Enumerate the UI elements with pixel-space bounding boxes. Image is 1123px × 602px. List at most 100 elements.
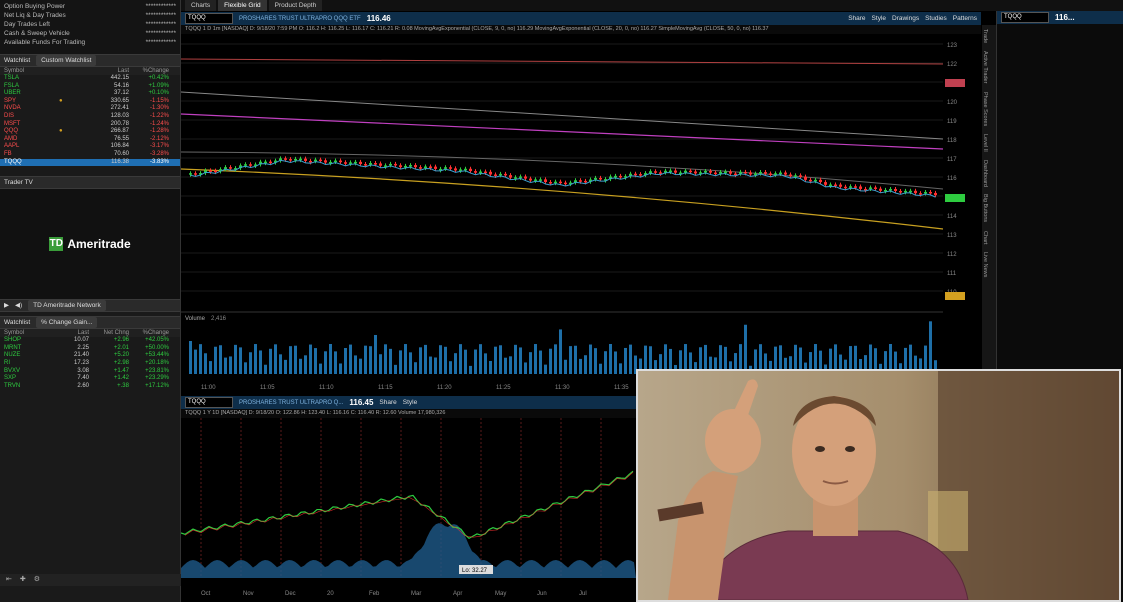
right-symbol-input[interactable]: TQQQ <box>1001 12 1049 23</box>
tab-product-depth[interactable]: Product Depth <box>268 0 323 11</box>
vertical-tab[interactable]: Active Trader <box>982 51 988 84</box>
volume-icon[interactable]: ◀) <box>15 302 23 310</box>
watchlist2-row[interactable]: RI 17.23 +2.98 +20.18% <box>0 360 180 368</box>
watchlist-row[interactable]: MSFT 200.78 -1.24% <box>0 121 180 129</box>
account-value: ************ <box>145 12 176 19</box>
volume-label: Volume <box>185 316 206 322</box>
watchlist-selector[interactable]: Custom Watchlist <box>36 55 97 66</box>
studies-button[interactable]: Studies <box>925 15 947 22</box>
col2-change[interactable]: %Change <box>142 330 169 337</box>
watchlist2-row[interactable]: BVXV 3.08 +1.47 +23.81% <box>0 368 180 376</box>
style-button[interactable]: Style <box>871 15 886 22</box>
watchlist-row[interactable]: SPY ● 330.65 -1.15% <box>0 98 180 106</box>
vertical-tab[interactable]: Chart <box>982 230 988 245</box>
volume-bar <box>379 354 382 374</box>
col-last[interactable]: Last <box>117 68 129 74</box>
chart2-share-button[interactable]: Share <box>379 399 397 406</box>
trader-tv-video[interactable]: TD Ameritrade <box>0 189 180 300</box>
col2-symbol[interactable]: Symbol <box>4 330 25 337</box>
watchlist-row[interactable]: FB 70.60 -3.28% <box>0 151 180 159</box>
vertical-tab[interactable]: Level II <box>982 133 988 152</box>
volume-bar <box>359 358 362 374</box>
volume-bar <box>779 345 782 374</box>
col-symbol[interactable]: Symbol <box>4 68 25 74</box>
account-value: ************ <box>145 3 176 10</box>
w2-change: +23.81% <box>145 367 169 374</box>
volume-bar <box>924 345 927 374</box>
watchlist2-row[interactable]: NUZE 21.40 +5.20 +53.44% <box>0 352 180 360</box>
watchlist-row[interactable]: AMD 76.55 -2.12% <box>0 136 180 144</box>
watchlist-row[interactable]: DIS 128.03 -1.22% <box>0 113 180 121</box>
account-row: Cash & Sweep Vehicle ************ <box>4 29 176 38</box>
watchlist-row[interactable]: FSLA 54.16 +1.09% <box>0 83 180 91</box>
volume-bar <box>744 324 747 374</box>
volume-bar <box>684 344 687 374</box>
watchlist2-row[interactable]: MRNT 2.25 +2.01 +50.00% <box>0 345 180 353</box>
candle <box>619 175 622 178</box>
vertical-tab[interactable]: Trade <box>982 29 988 44</box>
drawings-button[interactable]: Drawings <box>892 15 920 22</box>
watchlist-row[interactable]: AAPL 106.84 -3.17% <box>0 143 180 151</box>
watchlist-last: 37.12 <box>113 90 129 97</box>
account-label: Cash & Sweep Vehicle <box>4 30 70 37</box>
watchlist2-selector[interactable]: % Change Gain... <box>36 317 98 329</box>
watchlist2-row[interactable]: TRVN 2.60 +.38 +17.12% <box>0 383 180 391</box>
vertical-tab[interactable]: Dashboard <box>982 159 988 187</box>
chart2-study-line: TQQQ 1 Y 1D [NASDAQ] D: 9/18/20 O: 122.8… <box>181 409 636 418</box>
share-button[interactable]: Share <box>848 15 866 22</box>
candle <box>359 161 362 165</box>
tab-charts[interactable]: Charts <box>185 0 217 11</box>
candle <box>599 177 602 180</box>
chart2-style-button[interactable]: Style <box>402 399 418 406</box>
network-label[interactable]: TD Ameritrade Network <box>28 300 106 312</box>
candle <box>629 173 632 177</box>
alert-dot-icon <box>59 121 69 129</box>
candle <box>689 170 692 173</box>
volume-bar <box>464 349 467 374</box>
volume-bar <box>459 344 462 374</box>
collapse-icon[interactable]: ⇤ <box>6 576 12 583</box>
watchlist-row[interactable]: UBER 37.12 +0.10% <box>0 90 180 98</box>
watchlist2-row[interactable]: SXP 7.40 +1.42 +23.29% <box>0 375 180 383</box>
watchlist2-row[interactable]: SHOP 10.07 +2.96 +42.05% <box>0 337 180 345</box>
watchlist-row[interactable]: NVDA 272.41 -1.30% <box>0 105 180 113</box>
daily-chart[interactable]: Lo: 32.27 Oct Nov Dec 20 Feb Mar Apr May Jun Jul <box>181 418 636 602</box>
candle <box>594 177 597 180</box>
vertical-tab[interactable]: Phase Scores <box>982 91 988 126</box>
candle <box>754 173 757 176</box>
volume-bar <box>919 358 922 374</box>
intraday-chart[interactable]: 1231221211201191181171161151141131121111… <box>181 34 981 395</box>
gear-icon[interactable]: ⚙ <box>33 576 41 583</box>
y-tick-label: 123 <box>947 43 958 49</box>
col-change[interactable]: %Change <box>142 68 169 74</box>
watchlist-row[interactable]: TQQQ 116.38 -3.83% <box>0 158 180 167</box>
volume-bar <box>864 355 867 374</box>
col2-last[interactable]: Last <box>77 330 89 337</box>
watchlist-row[interactable]: QQQ ● 266.87 -1.28% <box>0 128 180 136</box>
account-label: Net Liq & Day Trades <box>4 12 66 19</box>
vertical-tab[interactable]: Live News <box>982 252 988 278</box>
vertical-tab[interactable]: Big Buttons <box>982 194 988 223</box>
patterns-button[interactable]: Patterns <box>952 15 977 22</box>
chart2-symbol-input[interactable]: TQQQ <box>185 397 233 408</box>
add-icon[interactable]: ✚ <box>19 576 26 583</box>
candle <box>794 175 797 177</box>
watchlist-last: 442.15 <box>110 75 129 81</box>
volume-bar <box>244 362 247 374</box>
play-icon[interactable]: ▶ <box>4 302 9 310</box>
col2-net[interactable]: Net Chng <box>103 330 129 337</box>
account-value: ************ <box>145 39 176 46</box>
tab-flexible-grid[interactable]: Flexible Grid <box>218 0 267 11</box>
candle <box>269 161 272 164</box>
watchlist-header[interactable]: Watchlist Custom Watchlist <box>0 54 180 67</box>
volume-bar <box>649 346 652 374</box>
webcam-overlay <box>636 369 1121 602</box>
alert-dot-icon: ● <box>59 97 63 104</box>
volume-bar <box>304 355 307 374</box>
candle <box>929 191 932 194</box>
watchlist-row[interactable]: TSLA 442.15 +0.42% <box>0 75 180 83</box>
symbol-input[interactable]: TQQQ <box>185 13 233 24</box>
tv-controls: ▶ ◀) TD Ameritrade Network <box>0 299 180 313</box>
candle <box>204 170 207 174</box>
watchlist2-header[interactable]: Watchlist % Change Gain... <box>0 316 180 330</box>
